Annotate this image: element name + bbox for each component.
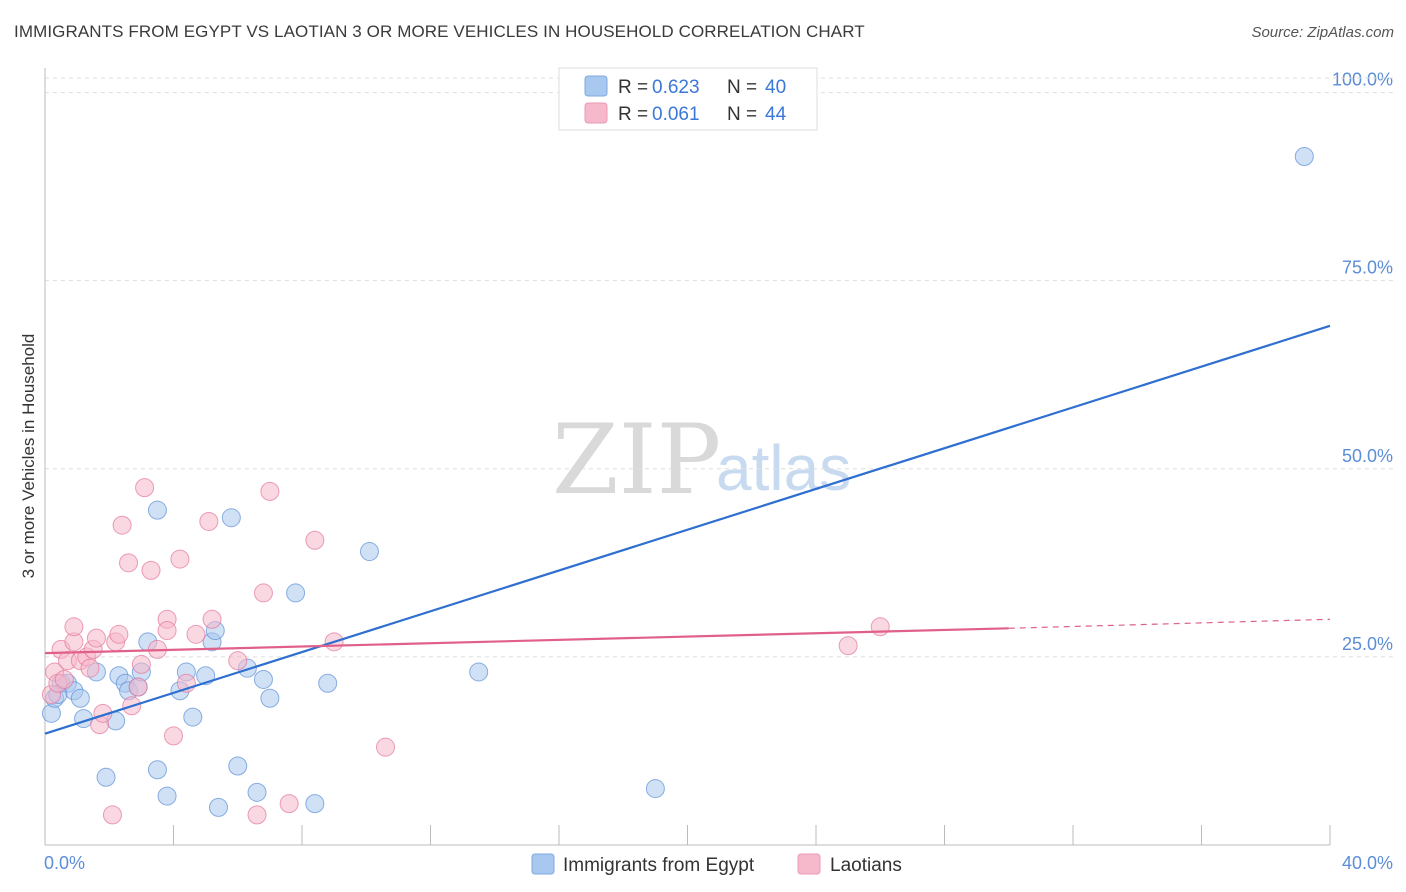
data-point [186, 624, 206, 644]
data-point [645, 779, 665, 799]
data-point [86, 628, 106, 648]
data-point [1294, 147, 1314, 167]
data-point [202, 609, 222, 629]
data-point [102, 805, 122, 825]
data-point [170, 549, 190, 569]
legend-r-label-egypt: R = [618, 77, 648, 98]
bottom-legend: Immigrants from Egypt Laotians [531, 853, 902, 876]
data-point [141, 560, 161, 580]
data-point [376, 737, 396, 757]
trend-line-laotians [44, 627, 1009, 655]
data-point [305, 530, 325, 550]
data-point [469, 662, 489, 682]
data-point [147, 500, 167, 520]
legend-r-value-egypt: 0.623 [652, 77, 700, 98]
trend-line-laotians-extension [1008, 618, 1331, 629]
data-point [359, 542, 379, 562]
data-point [870, 617, 890, 637]
data-point [228, 756, 248, 776]
legend-n-value-laotians: 44 [765, 104, 787, 125]
data-point [228, 651, 248, 671]
trend-lines [44, 324, 1331, 735]
trend-line-egypt [44, 324, 1331, 735]
data-point [157, 621, 177, 641]
data-point [54, 669, 74, 689]
x-tick-label-max: 40.0% [1342, 853, 1393, 873]
watermark-zip: ZIP [552, 404, 721, 516]
data-point [96, 767, 116, 787]
data-point [286, 583, 306, 603]
data-point [253, 669, 273, 689]
data-point [208, 797, 228, 817]
data-point [70, 688, 90, 708]
data-point [318, 673, 338, 693]
data-point [199, 511, 219, 531]
data-point [147, 760, 167, 780]
data-point [64, 617, 84, 637]
legend-box: R = 0.623 N = 40 R = 0.061 N = 44 [558, 67, 818, 131]
legend-n-label-egypt: N = [727, 77, 757, 98]
data-point [80, 658, 100, 678]
source-credit: Source: ZipAtlas.com [1251, 24, 1394, 41]
data-point [838, 636, 858, 656]
y-axis-label: 3 or more Vehicles in Household [19, 334, 38, 579]
data-point [131, 654, 151, 674]
data-point [253, 583, 273, 603]
y-tick-label: 100.0% [1332, 70, 1393, 90]
grid-lines: 25.0% 50.0% 75.0% 100.0% [45, 70, 1393, 658]
bottom-legend-label-egypt: Immigrants from Egypt [563, 855, 755, 876]
data-point [279, 794, 299, 814]
data-point [135, 478, 155, 498]
data-point [112, 515, 132, 535]
bottom-legend-label-laotians: Laotians [830, 855, 902, 876]
bottom-legend-swatch-laotians [797, 853, 821, 875]
data-point [119, 553, 139, 573]
y-tick-label: 25.0% [1342, 634, 1393, 654]
legend-n-value-egypt: 40 [765, 77, 786, 98]
legend-swatch-laotians [584, 102, 608, 124]
legend-swatch-egypt [584, 75, 608, 97]
data-point [221, 508, 241, 528]
legend-r-label-laotians: R = [618, 104, 648, 125]
data-point [109, 624, 129, 644]
chart-title: IMMIGRANTS FROM EGYPT VS LAOTIAN 3 OR MO… [14, 22, 865, 41]
data-point [128, 677, 148, 697]
data-point [164, 726, 183, 746]
watermark-atlas: atlas [716, 432, 851, 504]
legend-r-value-laotians: 0.061 [652, 104, 700, 125]
y-tick-label: 75.0% [1342, 258, 1393, 278]
series-laotians-points [41, 478, 890, 825]
data-point [305, 794, 325, 814]
legend-n-label-laotians: N = [727, 104, 757, 125]
data-point [260, 688, 280, 708]
data-point [260, 481, 280, 501]
data-point [183, 707, 203, 727]
bottom-legend-swatch-egypt [531, 853, 555, 875]
data-point [157, 786, 177, 806]
data-points [41, 147, 1314, 825]
y-tick-label: 50.0% [1342, 446, 1393, 466]
data-point [247, 782, 267, 802]
x-tick-label-min: 0.0% [44, 853, 85, 873]
data-point [247, 805, 267, 825]
